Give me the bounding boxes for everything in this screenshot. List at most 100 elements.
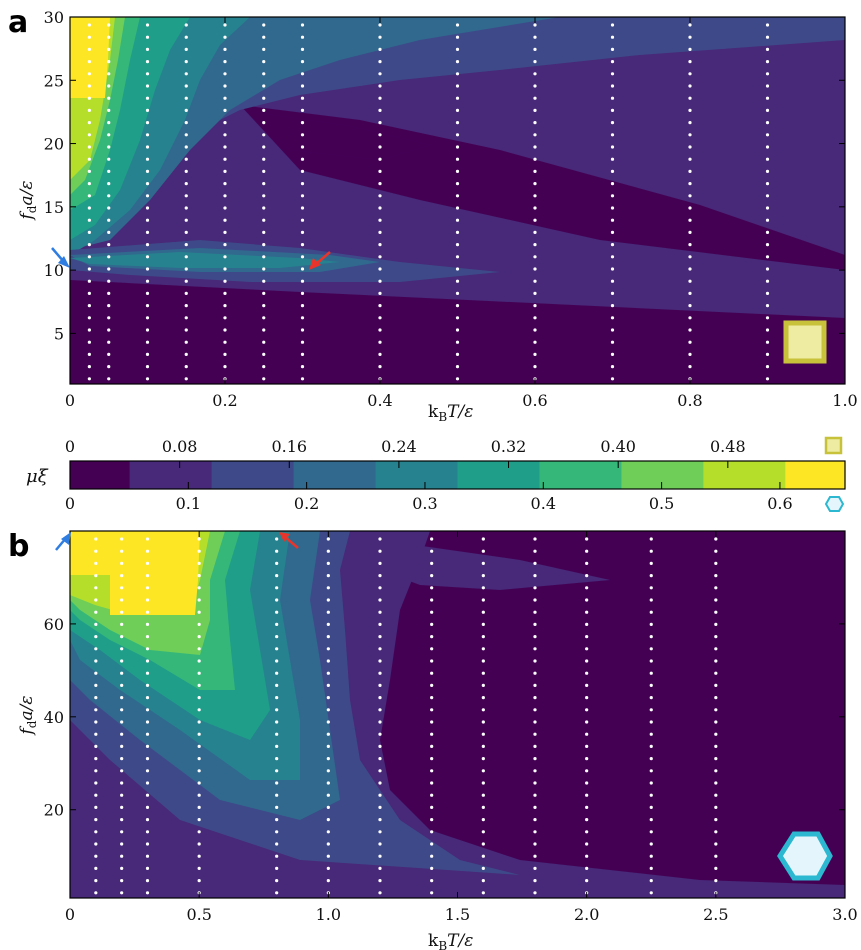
sample-point	[275, 818, 279, 822]
sample-point	[300, 84, 305, 88]
sample-point	[197, 635, 201, 639]
sample-point	[184, 304, 188, 308]
sample-point	[610, 328, 615, 332]
sample-point	[714, 549, 718, 553]
sample-point	[378, 279, 382, 283]
sample-point	[533, 574, 537, 578]
sample-point	[87, 121, 91, 125]
sample-point	[610, 84, 615, 88]
sample-point	[94, 610, 98, 614]
sample-point	[87, 316, 91, 320]
panel-b-xtick-label: 1.5	[445, 905, 470, 924]
sample-point	[94, 549, 98, 553]
sample-point	[145, 696, 150, 700]
sample-point	[275, 866, 279, 871]
sample-point	[107, 157, 111, 161]
sample-point	[378, 781, 382, 785]
sample-point	[430, 818, 434, 822]
sample-point	[145, 744, 150, 749]
sample-point	[430, 671, 434, 675]
sample-point	[223, 194, 227, 198]
sample-point	[120, 891, 124, 895]
sample-point	[610, 230, 615, 234]
sample-point	[87, 304, 91, 308]
sample-point	[107, 365, 111, 369]
sample-point	[262, 304, 266, 308]
sample-point	[378, 622, 382, 627]
sample-point	[610, 47, 615, 52]
panel-b-heatmap	[70, 531, 845, 898]
sample-point	[688, 35, 692, 39]
sample-point	[585, 683, 589, 688]
sample-point	[120, 854, 124, 858]
sample-point	[184, 291, 188, 295]
panel-a-xtick-label: 0.2	[212, 391, 237, 410]
sample-point	[326, 732, 330, 736]
sample-point	[455, 108, 460, 112]
panel-a-xtick-label: 1.0	[832, 391, 857, 410]
sample-point	[145, 218, 150, 222]
sample-point	[275, 708, 279, 712]
sample-point	[481, 610, 485, 614]
sample-point	[533, 610, 537, 614]
sample-point	[262, 255, 266, 259]
sample-point	[649, 720, 653, 724]
sample-point	[145, 133, 150, 137]
sample-point	[275, 561, 279, 566]
sample-point	[610, 340, 615, 344]
sample-point	[378, 610, 382, 614]
sample-point	[378, 218, 382, 222]
sample-point	[533, 537, 537, 541]
sample-point	[262, 267, 266, 271]
colorbar-block	[211, 461, 295, 489]
sample-point	[533, 830, 537, 834]
colorbar-bottom-tick-label: 0.4	[531, 494, 556, 513]
sample-point	[481, 891, 485, 895]
sample-point	[533, 279, 537, 283]
sample-point	[378, 659, 382, 663]
sample-point	[275, 683, 279, 688]
sample-point	[275, 744, 279, 749]
sample-point	[326, 610, 330, 614]
colorbar-block	[293, 461, 377, 489]
sample-point	[87, 291, 91, 295]
sample-point	[585, 866, 589, 871]
panel-a-xtick-label: 0	[65, 391, 75, 410]
sample-point	[145, 708, 150, 712]
panel-b-red-arrow	[279, 532, 299, 549]
sample-point	[87, 60, 91, 64]
colorbar-bottom-tick-label: 0.6	[767, 494, 792, 513]
sample-point	[714, 610, 718, 614]
sample-point	[455, 121, 460, 125]
sample-point	[275, 891, 279, 895]
sample-point	[533, 586, 537, 590]
sample-point	[145, 291, 150, 295]
sample-point	[300, 108, 305, 112]
sample-point	[649, 635, 653, 639]
sample-point	[378, 352, 382, 356]
sample-point	[455, 340, 460, 344]
sample-point	[714, 744, 718, 749]
sample-point	[197, 708, 201, 712]
sample-point	[378, 537, 382, 541]
sample-point	[184, 340, 188, 344]
sample-point	[610, 243, 615, 247]
sample-point	[378, 598, 382, 602]
sample-point	[481, 757, 485, 761]
sample-point	[765, 121, 770, 125]
sample-point	[262, 291, 266, 295]
sample-point	[197, 781, 201, 785]
sample-point	[120, 793, 124, 797]
colorbar: 0 0.08 0.16 0.24 0.32 0.40 0.48 0 0.1 0.2 0.3 0.4 0.…	[26, 436, 846, 513]
sample-point	[326, 622, 330, 627]
sample-point	[107, 206, 111, 210]
sample-point	[87, 182, 91, 186]
sample-point	[87, 194, 91, 198]
sample-point	[688, 194, 692, 198]
sample-point	[223, 133, 227, 137]
sample-point	[610, 267, 615, 271]
panel-a-xtick-label: 0.4	[367, 391, 392, 410]
sample-point	[481, 842, 485, 846]
sample-point	[326, 720, 330, 724]
